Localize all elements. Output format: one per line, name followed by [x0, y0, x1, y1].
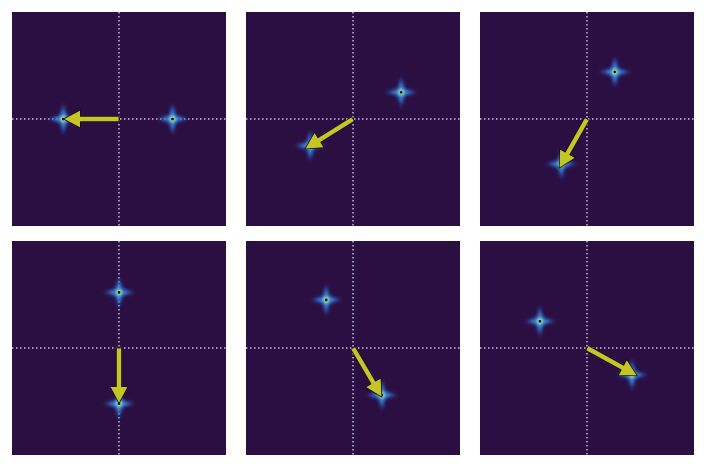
panel-top-left — [12, 12, 226, 226]
spot-center-marker — [400, 91, 403, 94]
spot-center-marker — [614, 71, 617, 74]
spot-center-marker — [325, 299, 328, 302]
panel-top-right — [480, 12, 694, 226]
panel-bottom-right — [480, 241, 694, 455]
spot-center-marker — [171, 118, 174, 121]
panel-bottom-left — [12, 241, 226, 455]
spot-center-marker — [539, 320, 542, 323]
panel-top-middle — [246, 12, 460, 226]
spot-center-marker — [118, 291, 121, 294]
panel-bottom-middle — [246, 241, 460, 455]
